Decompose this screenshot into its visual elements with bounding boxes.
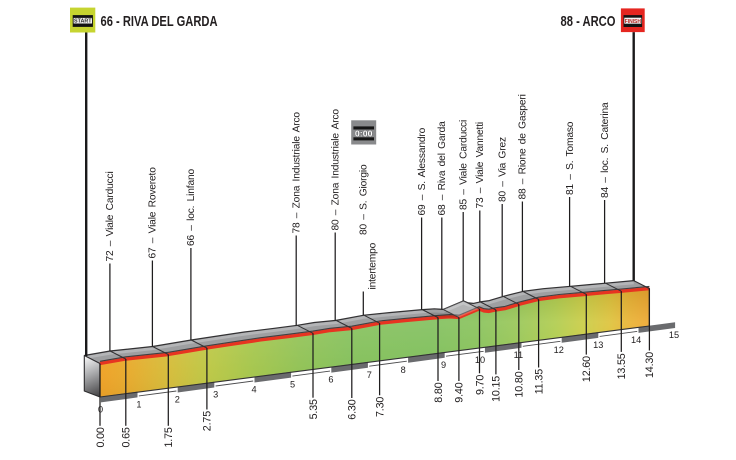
svg-text:88 - ARCO: 88 - ARCO	[561, 14, 616, 30]
svg-text:66 – loc. Linfano: 66 – loc. Linfano	[186, 169, 197, 246]
svg-text:69 – S. Alessandro: 69 – S. Alessandro	[417, 127, 428, 215]
svg-text:88 – Rione de Gasperi: 88 – Rione de Gasperi	[518, 94, 529, 199]
svg-text:66 - RIVA DEL GARDA: 66 - RIVA DEL GARDA	[101, 14, 218, 30]
svg-text:14: 14	[631, 335, 641, 345]
svg-text:85 – Viale Carducci: 85 – Viale Carducci	[459, 120, 470, 210]
svg-text:67 – Viale Rovereto: 67 – Viale Rovereto	[148, 167, 159, 259]
svg-text:68 – Riva del Garda: 68 – Riva del Garda	[437, 121, 448, 216]
svg-text:5.35: 5.35	[308, 399, 320, 419]
svg-text:9.70: 9.70	[474, 375, 486, 395]
svg-text:1: 1	[136, 400, 141, 410]
svg-text:81 – S. Tomaso: 81 – S. Tomaso	[565, 121, 576, 195]
svg-text:2: 2	[175, 395, 180, 405]
svg-text:FINISH: FINISH	[625, 19, 641, 25]
svg-text:14.30: 14.30	[644, 352, 656, 378]
svg-text:START: START	[74, 19, 92, 25]
svg-text:78 – Zona Industriale Arco: 78 – Zona Industriale Arco	[292, 112, 303, 234]
svg-text:73 – Viale Vannetti: 73 – Viale Vannetti	[475, 122, 486, 209]
svg-text:8.80: 8.80	[433, 382, 445, 402]
svg-text:8: 8	[401, 365, 406, 375]
svg-text:7: 7	[367, 370, 372, 380]
svg-text:7.30: 7.30	[374, 397, 386, 417]
svg-text:13: 13	[593, 340, 603, 350]
svg-text:2.75: 2.75	[202, 411, 214, 431]
svg-text:80 – Zona Industriale Arco: 80 – Zona Industriale Arco	[331, 109, 342, 231]
svg-text:intertempo: intertempo	[367, 242, 378, 289]
svg-text:5: 5	[290, 380, 295, 390]
svg-text:80 – Via Grez: 80 – Via Grez	[498, 137, 509, 202]
svg-text:84 – loc. S. Caterina: 84 – loc. S. Caterina	[600, 102, 611, 198]
svg-text:10.80: 10.80	[514, 371, 526, 397]
svg-text:9: 9	[441, 360, 446, 370]
svg-text:11.35: 11.35	[533, 369, 545, 394]
svg-text:10: 10	[475, 355, 485, 365]
svg-text:6.30: 6.30	[347, 399, 359, 419]
svg-text:3: 3	[213, 390, 218, 400]
svg-text:12: 12	[554, 345, 564, 355]
svg-text:9.40: 9.40	[454, 382, 466, 402]
svg-text:6: 6	[328, 375, 333, 385]
svg-text:0.65: 0.65	[121, 427, 133, 447]
svg-text:15: 15	[669, 330, 679, 340]
svg-text:12.60: 12.60	[581, 356, 593, 382]
svg-text:0:00: 0:00	[355, 129, 373, 139]
svg-text:0.00: 0.00	[95, 427, 107, 447]
svg-text:0: 0	[98, 405, 103, 415]
svg-text:1.75: 1.75	[163, 427, 175, 447]
svg-text:10.15: 10.15	[491, 376, 503, 402]
svg-text:13.55: 13.55	[616, 353, 628, 379]
svg-text:72 – Viale Carducci: 72 – Viale Carducci	[105, 171, 116, 261]
svg-text:80 – S. Giorgio: 80 – S. Giorgio	[359, 164, 370, 235]
svg-text:4: 4	[252, 385, 257, 395]
svg-text:11: 11	[514, 350, 524, 360]
